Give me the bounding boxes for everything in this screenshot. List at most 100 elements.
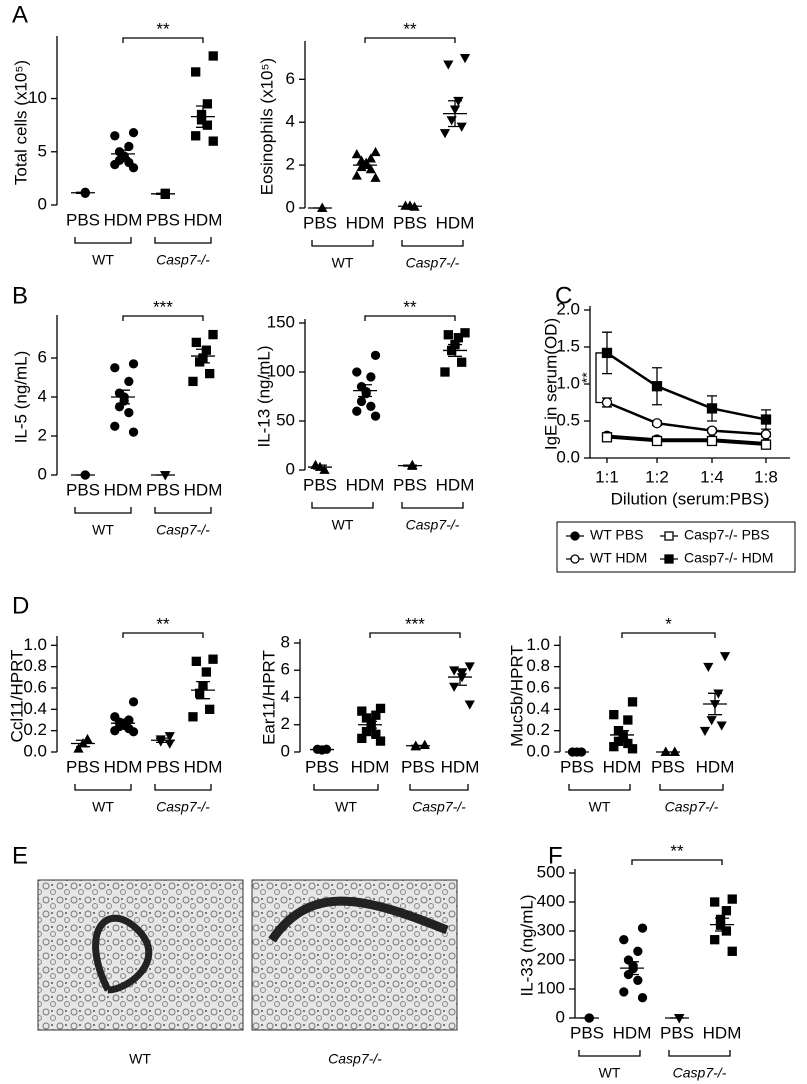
category-label: PBS (146, 480, 180, 499)
data-point (371, 710, 381, 720)
y-tick-label: 0.0 (526, 741, 550, 760)
y-tick-label: 6 (286, 69, 295, 88)
data-point (351, 149, 362, 159)
legend-label: Casp7-/- HDM (684, 550, 773, 566)
sem-bar (625, 961, 639, 976)
y-tick-label: 200 (537, 949, 565, 968)
category-label: PBS (66, 210, 100, 229)
data-point (208, 329, 218, 340)
data-point (721, 906, 732, 916)
y-tick-label: 400 (537, 891, 565, 910)
group-label: Casp7-/- (412, 799, 466, 815)
data-point (202, 120, 213, 130)
data-point (357, 733, 367, 744)
data-point (196, 115, 207, 125)
y-tick-label: 1.5 (556, 336, 580, 355)
category-label: HDM (104, 757, 143, 776)
category-label: PBS (660, 1023, 694, 1042)
sem-bar (358, 384, 372, 398)
data-point (627, 697, 638, 707)
data-point (601, 347, 613, 359)
category-label: HDM (696, 757, 735, 776)
sem-bar (156, 737, 170, 744)
data-point (356, 396, 367, 407)
significance: ** (403, 19, 417, 38)
series-line (606, 436, 767, 446)
data-point (633, 975, 643, 985)
data-point (128, 697, 139, 707)
data-point (449, 682, 460, 692)
data-point (370, 146, 381, 157)
data-point (208, 654, 218, 664)
data-point (627, 744, 638, 754)
data-point (208, 51, 218, 61)
data-point (719, 652, 731, 662)
y-tick-label: 100 (267, 361, 295, 380)
group-label: WT (92, 252, 114, 268)
sem-bar (76, 739, 90, 748)
y-tick-label: 10 (28, 88, 47, 107)
y-axis-label: IgE in serum(OD) (541, 318, 560, 450)
category-label: HDM (703, 1023, 742, 1042)
data-point (651, 381, 663, 392)
y-axis-label: Ccl11/HPRT (7, 650, 26, 743)
group-label: Casp7-/- (406, 517, 460, 533)
y-tick-label: 1.0 (526, 635, 550, 654)
data-point (440, 367, 450, 377)
legend-label: WT PBS (590, 527, 643, 543)
data-point (446, 116, 457, 126)
significance: ** (579, 372, 595, 383)
y-axis-label: IL-13 (ng/mL) (254, 345, 273, 447)
significance: * (665, 614, 672, 633)
category-label: PBS (560, 757, 594, 776)
legend-marker (664, 554, 674, 564)
category-label: HDM (436, 475, 475, 494)
data-point (352, 406, 362, 416)
group-bracket (659, 784, 724, 791)
group-bracket (154, 784, 212, 791)
data-point (188, 376, 198, 387)
significance-bracket (621, 632, 716, 638)
significance-bracket (364, 37, 456, 43)
sem-bar (76, 191, 90, 194)
legend-marker (570, 554, 580, 564)
y-tick-label: 0.2 (526, 720, 550, 739)
data-point (164, 732, 175, 742)
data-point (716, 721, 727, 731)
category-label: PBS (303, 213, 337, 232)
category-label: HDM (346, 475, 385, 494)
data-point (191, 67, 201, 77)
data-point (637, 993, 648, 1003)
category-label: PBS (66, 757, 100, 776)
legend-box (556, 521, 796, 573)
y-axis-label: Eosinophils (x10⁵) (257, 58, 276, 195)
panel-letter: E (12, 842, 28, 869)
sem-bar (453, 668, 467, 686)
y-tick-label: 0.0 (23, 741, 47, 760)
y-tick-label: 0 (556, 1007, 565, 1026)
panel-letter: D (12, 592, 29, 619)
y-tick-label: 0.4 (23, 699, 47, 718)
data-point (202, 99, 213, 109)
group-bracket (313, 784, 379, 791)
data-point (110, 131, 120, 141)
data-point (195, 688, 205, 698)
data-point (351, 170, 362, 180)
group-bracket (154, 507, 212, 514)
significance-bracket (364, 315, 456, 321)
data-point (633, 946, 643, 956)
significance: ** (670, 841, 684, 860)
data-point (375, 703, 386, 714)
image-label: WT (129, 1051, 151, 1067)
category-label: HDM (104, 210, 143, 229)
data-point (73, 743, 84, 753)
data-point (191, 337, 201, 348)
y-tick-label: 4 (281, 687, 290, 706)
airway (268, 896, 449, 943)
data-point (365, 164, 376, 174)
series-line (606, 434, 767, 445)
data-point (760, 414, 772, 425)
sem-bar (715, 917, 729, 932)
y-tick-label: 0.6 (23, 677, 47, 696)
group-bracket (154, 237, 212, 244)
